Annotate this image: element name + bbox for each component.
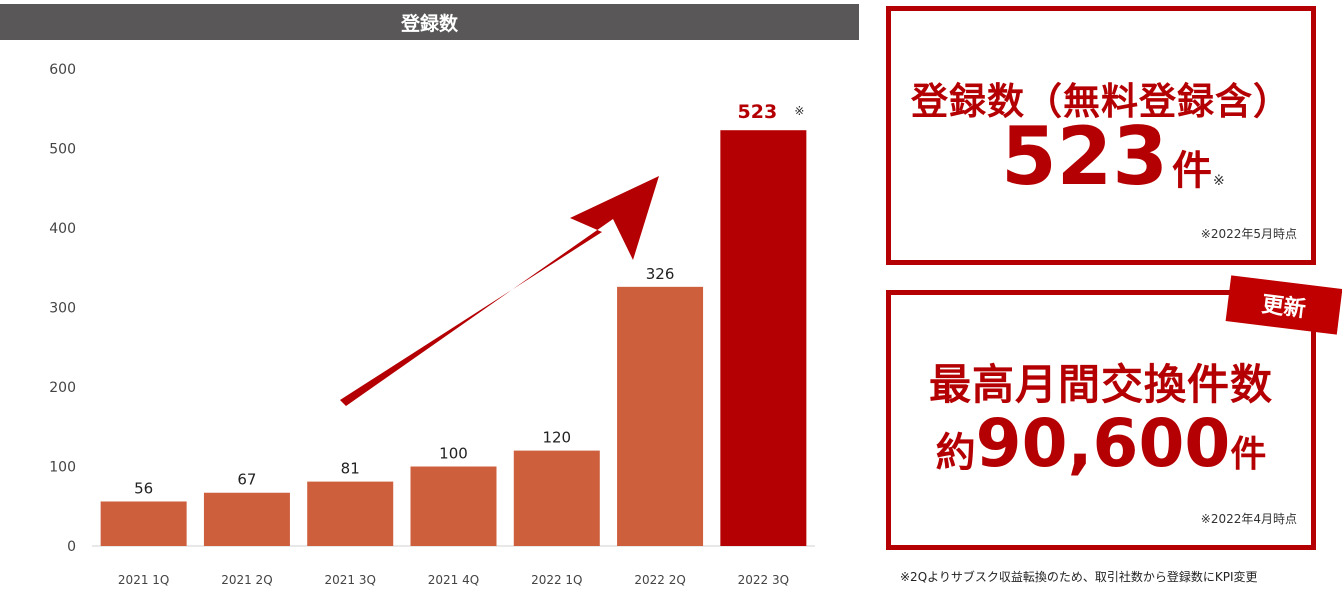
kpi-footnote: ※2Qよりサブスク収益転換のため、取引社数から登録数にKPI変更 (900, 570, 1258, 584)
y-tick-label: 0 (67, 539, 76, 555)
x-tick-label: 2022 3Q (738, 573, 789, 587)
registrations-note-mark: ※ (1213, 173, 1225, 189)
y-tick-label: 100 (49, 460, 76, 476)
data-label: 326 (646, 265, 675, 283)
registrations-as-of: ※2022年5月時点 (1200, 227, 1297, 241)
exchanges-prefix: 約 (935, 430, 976, 476)
bar (617, 286, 704, 546)
registrations-value: 523 件 (1001, 117, 1212, 197)
x-tick-label: 2022 1Q (531, 573, 582, 587)
registrations-number: 523 (1001, 110, 1168, 203)
y-tick-label: 400 (49, 221, 76, 237)
exchanges-number: 90,600 (975, 405, 1231, 482)
exchanges-panel-title: 最高月間交換件数 (928, 360, 1273, 409)
y-tick-label: 300 (49, 301, 76, 317)
registrations-panel-title: 登録数（無料登録含） (911, 80, 1291, 123)
chart-title: 登録数 (0, 4, 859, 40)
exchanges-value: 約90,600件 (891, 411, 1311, 478)
y-tick-label: 600 (49, 62, 76, 78)
x-tick-label: 2022 2Q (634, 573, 685, 587)
x-tick-label: 2021 3Q (324, 573, 375, 587)
bar (203, 492, 290, 546)
data-label-note-mark: ※ (794, 104, 804, 118)
exchanges-as-of: ※2022年4月時点 (1200, 512, 1297, 526)
highlight-bar (720, 130, 807, 546)
registrations-unit: 件 (1172, 148, 1212, 194)
bar (513, 450, 600, 546)
y-tick-label: 500 (49, 142, 76, 158)
bar (307, 481, 394, 546)
data-label: 81 (341, 460, 360, 478)
exchanges-unit: 件 (1230, 434, 1267, 475)
bar (410, 466, 497, 546)
data-label: 56 (134, 479, 153, 497)
registrations-panel: 登録数（無料登録含） 523 件 ※ ※2022年5月時点 (886, 6, 1316, 265)
data-label: 67 (237, 471, 256, 489)
exchanges-panel: 最高月間交換件数 約90,600件 ※2022年4月時点 (886, 290, 1316, 550)
y-tick-label: 200 (49, 380, 76, 396)
x-tick-label: 2021 2Q (221, 573, 272, 587)
growth-arrow (340, 176, 659, 406)
data-label: 100 (439, 445, 468, 463)
data-label: 120 (542, 429, 571, 447)
x-tick-label: 2021 4Q (428, 573, 479, 587)
bar (100, 501, 187, 546)
x-tick-label: 2021 1Q (118, 573, 169, 587)
registrations-bar-chart: 0 100 200 300 400 500 600 56 2021 1Q 67 2021 2Q 81 2… (49, 62, 815, 587)
data-label: 523 (738, 101, 778, 123)
